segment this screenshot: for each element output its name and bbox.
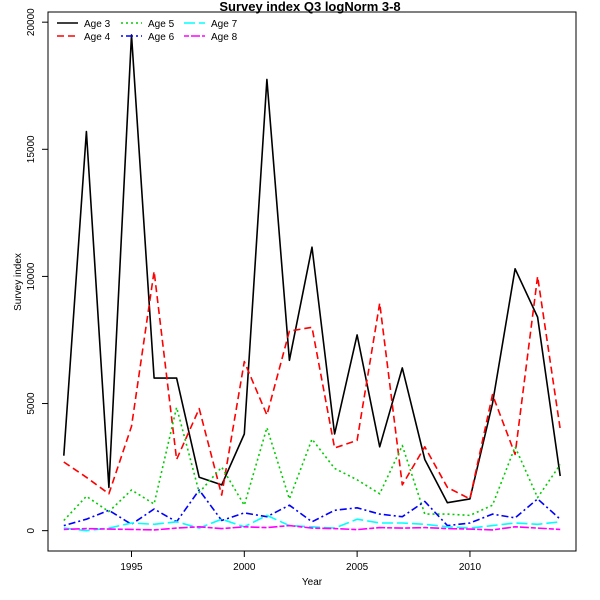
series-line-age-5 [63,406,561,522]
legend-entry-label: Age 7 [211,19,238,30]
plot-frame [47,11,577,552]
y-tick-label: 5000 [26,392,37,415]
y-tick-label: 15000 [26,135,37,163]
y-tick-label: 0 [26,527,37,533]
legend-entry-label: Age 5 [148,19,175,30]
y-axis-label: Survey index [13,253,24,311]
x-tick-label: 2010 [459,562,482,573]
legend-entry-label: Age 3 [84,19,111,30]
legend-entry-label: Age 6 [148,32,175,43]
y-axis: 0 5000 10000 15000 20000 [26,8,49,533]
y-tick-label: 10000 [26,262,37,290]
legend: Age 3 Age 4 Age 5 Age 6 Age 7 Age 8 [57,19,238,43]
chart-title: Survey index Q3 logNorm 3-8 [219,0,400,14]
series-line-age-7 [63,514,561,532]
legend-entry-label: Age 4 [84,32,111,43]
x-axis-label: Year [302,577,323,588]
y-tick-label: 20000 [26,8,37,36]
series-line-age-3 [63,34,561,504]
series-line-age-6 [63,489,561,527]
x-tick-label: 2000 [233,562,256,573]
x-tick-label: 1995 [120,562,143,573]
x-axis: 1995 2000 2005 2010 [120,550,482,573]
series-line-age-4 [63,270,561,500]
x-tick-label: 2005 [346,562,369,573]
series-layer [63,34,561,532]
series-line-age-8 [63,524,561,531]
legend-entry-label: Age 8 [211,32,238,43]
